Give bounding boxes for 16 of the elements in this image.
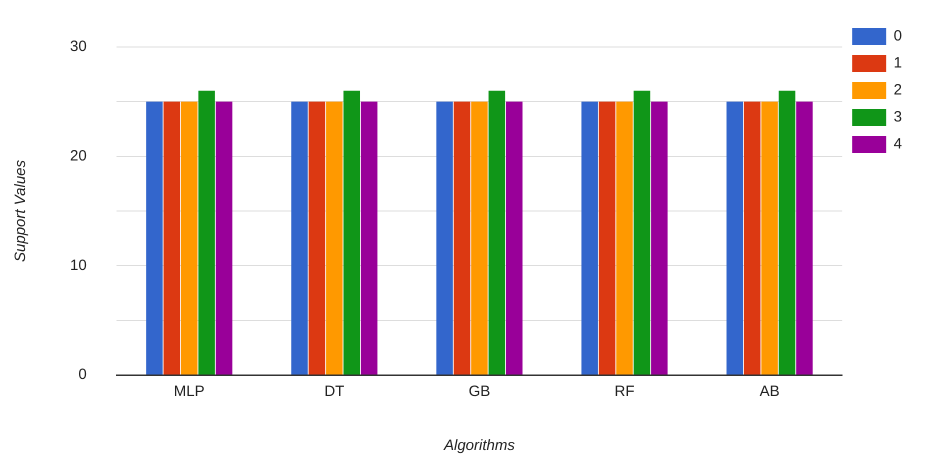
x-tick-label: MLP (174, 383, 205, 400)
y-tick-label: 20 (70, 147, 87, 164)
x-axis-title: Algorithms (442, 437, 516, 454)
x-tick-label: RF (614, 383, 635, 400)
legend-label: 1 (894, 54, 902, 72)
legend-label: 2 (894, 82, 902, 99)
legend-label: 0 (894, 28, 902, 45)
legend-label: 4 (894, 136, 902, 153)
y-tick-label: 0 (78, 366, 87, 384)
x-tick-label: DT (324, 383, 344, 400)
y-axis-title: Support Values (12, 159, 30, 262)
legend-label: 3 (894, 108, 902, 126)
y-tick-label: 10 (70, 256, 87, 274)
x-tick-label: AB (760, 383, 780, 400)
x-tick-label: GB (468, 383, 490, 400)
y-tick-label: 30 (70, 38, 87, 56)
